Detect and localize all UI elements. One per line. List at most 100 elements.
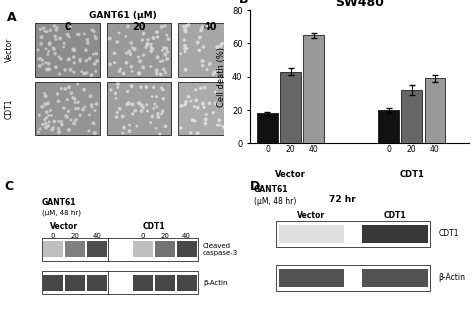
Point — [135, 100, 143, 106]
Point — [162, 52, 169, 57]
Point — [45, 49, 52, 54]
FancyBboxPatch shape — [43, 241, 63, 257]
Point — [233, 49, 241, 55]
Point — [55, 129, 63, 135]
Point — [91, 108, 99, 113]
Point — [37, 41, 45, 46]
Text: CDT1: CDT1 — [438, 229, 459, 238]
Point — [71, 48, 78, 53]
Point — [51, 51, 59, 56]
Point — [162, 70, 169, 75]
Point — [160, 45, 168, 51]
Point — [128, 69, 136, 74]
Point — [56, 36, 64, 41]
Point — [117, 66, 124, 71]
Point — [43, 67, 51, 72]
Point — [82, 47, 90, 53]
Point — [128, 64, 135, 69]
Point — [65, 56, 73, 62]
Point — [177, 125, 184, 131]
Point — [163, 46, 170, 51]
Point — [224, 58, 231, 63]
Point — [116, 106, 124, 112]
Point — [126, 122, 134, 128]
Point — [194, 130, 201, 136]
Point — [200, 44, 207, 50]
Bar — [303, 35, 324, 143]
Text: 72 hr: 72 hr — [329, 195, 356, 204]
FancyBboxPatch shape — [178, 82, 243, 135]
Text: 0: 0 — [51, 233, 55, 239]
Point — [40, 26, 47, 31]
Point — [159, 87, 167, 93]
Text: 20: 20 — [132, 22, 146, 32]
Point — [36, 63, 44, 68]
Point — [88, 72, 95, 78]
Point — [67, 117, 74, 123]
Point — [70, 54, 77, 60]
Bar — [425, 78, 445, 143]
Point — [183, 46, 191, 51]
Point — [120, 124, 128, 130]
Point — [230, 70, 237, 76]
Point — [230, 85, 238, 91]
Point — [153, 94, 161, 100]
Point — [112, 91, 119, 96]
Point — [55, 119, 63, 124]
Point — [206, 101, 213, 106]
Text: 40: 40 — [92, 233, 101, 239]
Point — [107, 62, 114, 67]
Point — [154, 111, 162, 116]
FancyBboxPatch shape — [178, 23, 243, 77]
Point — [217, 43, 224, 48]
Text: Vector: Vector — [5, 38, 14, 62]
Point — [158, 85, 165, 91]
Point — [212, 101, 219, 106]
Point — [46, 66, 53, 72]
Point — [143, 85, 150, 90]
Point — [122, 34, 129, 39]
Point — [35, 130, 42, 135]
Point — [74, 106, 82, 111]
Point — [161, 23, 169, 29]
Point — [211, 89, 219, 95]
Point — [180, 24, 187, 29]
Point — [230, 119, 238, 124]
Point — [129, 111, 137, 117]
Point — [58, 119, 65, 124]
Point — [36, 27, 44, 32]
Point — [210, 110, 217, 116]
Point — [42, 46, 50, 51]
Point — [150, 106, 158, 111]
Point — [236, 41, 243, 47]
FancyBboxPatch shape — [276, 265, 430, 291]
Point — [44, 124, 52, 129]
Point — [222, 123, 230, 128]
Point — [137, 85, 145, 90]
FancyBboxPatch shape — [42, 238, 198, 261]
Text: (μM, 48 hr): (μM, 48 hr) — [42, 210, 81, 216]
Point — [234, 49, 241, 54]
Point — [155, 114, 162, 120]
Point — [123, 102, 131, 107]
Point — [41, 28, 49, 34]
FancyBboxPatch shape — [176, 241, 197, 257]
Point — [136, 58, 144, 64]
Point — [139, 65, 147, 70]
Point — [45, 61, 53, 66]
FancyBboxPatch shape — [176, 275, 197, 291]
Point — [191, 104, 198, 109]
FancyBboxPatch shape — [43, 275, 63, 291]
Point — [45, 123, 52, 129]
Point — [60, 41, 68, 46]
Point — [85, 128, 93, 134]
Point — [70, 69, 78, 75]
Point — [187, 130, 195, 136]
Point — [154, 55, 161, 60]
Point — [93, 58, 101, 63]
Text: Vector: Vector — [275, 170, 306, 179]
Point — [76, 58, 84, 64]
FancyBboxPatch shape — [65, 241, 85, 257]
Point — [62, 86, 69, 92]
Point — [68, 91, 75, 96]
